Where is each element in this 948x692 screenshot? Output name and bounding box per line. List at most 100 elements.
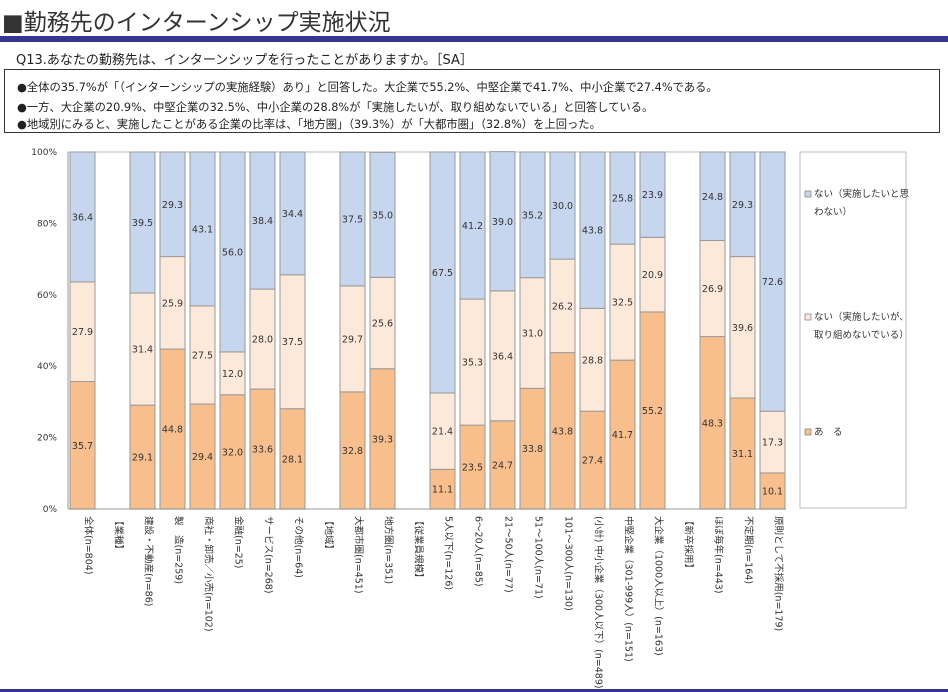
bar-segment-nai_omowanai [729,151,756,258]
data-label: 10.1 [762,486,783,497]
data-label: 35.7 [72,441,93,452]
x-tick-label: 全体(n=804) [83,516,95,575]
bar-stack: 32.8 29.7 37.5 [339,151,366,510]
data-label: 29.1 [132,453,153,464]
y-tick-label: 100% [31,148,57,158]
data-label: 36.4 [72,212,93,223]
bar-segment-aru [189,403,216,510]
bar-stack: 24.7 36.4 39.0 [489,151,516,510]
bar-segment-nai_omowanai [699,151,726,242]
data-label: 56.0 [222,247,243,258]
bar-segment-aru [609,359,636,510]
bar-stack: 35.7 27.9 36.4 [69,151,96,510]
bar-segment-aru [249,388,276,510]
x-axis-labels: 全体(n=804) 【業種】 建設・不動産(n=86) 製 造(n=259) 商社・卸売… [83,516,785,689]
bar-segment-nai_torikumenai [759,410,786,474]
summary-box: ●全体の35.7%が「（インターンシップの実施経験）あり」と回答した。大企業で5… [4,69,940,133]
data-label: 12.0 [222,369,243,380]
y-tick-label: 0% [43,505,58,515]
data-label: 55.2 [642,406,663,417]
data-label: 21.4 [432,427,453,438]
bar-segment-nai_omowanai [519,151,546,279]
data-label: 20.9 [642,270,663,281]
bar-segment-aru [459,424,486,510]
legend-swatch [804,190,812,198]
bar-segment-aru [519,387,546,510]
bar-stack: 55.2 20.9 23.9 [639,151,666,510]
bar-stack: 29.1 31.4 39.5 [129,151,156,510]
bar-segment-aru [639,311,666,510]
bar-segment-nai_omowanai [279,151,306,276]
question-text: Q13.あなたの勤務先は、インターンシップを行ったことがありますか。［SA］ [16,53,473,68]
bar-stack: 32.0 12.0 56.0 [219,151,246,510]
bar-segment-nai_torikumenai [609,243,636,361]
bar-segment-nai_torikumenai [129,292,156,406]
data-label: 30.0 [552,201,573,212]
x-tick-label: 5人以下(n=126) [443,516,454,590]
legend-swatch [804,313,812,321]
x-tick-label: 製 造(n=259) [173,516,185,584]
data-label: 29.4 [192,452,213,463]
legend-item-aru: あ る [804,427,843,438]
data-label: 33.8 [522,444,543,455]
x-tick-label: 金融(n=25) [233,516,245,568]
data-label: 23.5 [462,463,483,474]
bar-stack: 41.7 32.5 25.8 [609,151,636,510]
x-tick-label: 大都市圏(n=451) [353,516,365,594]
bar-segment-nai_omowanai [249,151,276,290]
data-label: 25.8 [612,194,633,205]
data-label: 29.7 [342,334,363,345]
data-label: 23.9 [642,190,663,201]
bar-stack: 33.8 31.0 35.2 [519,151,546,510]
bar-segment-aru [579,410,606,510]
bar-segment-nai_torikumenai [189,305,216,405]
bar-stack: 39.3 25.6 35.0 [369,151,396,510]
x-tick-label: 地方圏(n=351) [383,516,395,584]
data-label: 37.5 [282,337,303,348]
data-label: 37.5 [342,214,363,225]
legend-label: ない（実施したいと思 [814,188,910,200]
x-tick-label: 【業種】 [113,516,125,554]
data-label: 24.7 [492,460,513,471]
bar-stack: 11.1 21.4 67.5 [429,151,456,510]
bar-segment-nai_torikumenai [549,258,576,354]
x-tick-label: 建設・不動産(n=86) [143,516,155,606]
data-label: 31.0 [522,328,543,339]
bar-stack: 31.1 39.6 29.3 [729,151,756,510]
bar-segment-aru [699,336,726,510]
data-label: 25.6 [372,319,393,330]
data-label: 48.3 [702,418,723,429]
page-title: ■勤務先のインターンシップ実施状況 [2,10,391,36]
y-tick-label: 20% [37,434,57,444]
y-tick-label: 80% [37,219,57,229]
data-label: 39.0 [492,217,513,228]
data-label: 31.1 [732,449,753,460]
data-label: 32.5 [612,298,633,309]
data-label: 11.1 [432,485,453,496]
x-tick-label: 6～20人(n=85) [473,516,484,587]
x-tick-label: 大企業（1000人以上）(n=163) [653,516,665,656]
data-label: 35.0 [372,210,393,221]
bar-segment-aru [129,404,156,510]
bar-segment-nai_torikumenai [699,240,726,338]
data-label: 25.9 [162,298,183,309]
x-tick-label: 【従業員規模】 [413,516,425,583]
x-tick-label: 原則として不採用(n=179) [773,516,785,631]
x-tick-label: サービス(n=268) [263,516,274,594]
bar-segment-nai_omowanai [459,151,486,300]
data-label: 41.7 [612,430,633,441]
data-label: 31.4 [132,345,153,356]
x-tick-label: 不定期(n=164) [743,516,755,584]
bar-segment-nai_omowanai [639,151,666,238]
bottom-divider [0,689,948,692]
data-label: 28.0 [252,335,273,346]
bar-segment-nai_omowanai [339,151,366,287]
data-label: 35.2 [522,210,543,221]
x-tick-label: 51～100人(n=71) [533,516,544,599]
x-tick-label: その他(n=64) [293,516,305,578]
data-label: 32.0 [222,447,243,458]
data-label: 41.2 [462,221,483,232]
bar-segment-aru [369,368,396,510]
